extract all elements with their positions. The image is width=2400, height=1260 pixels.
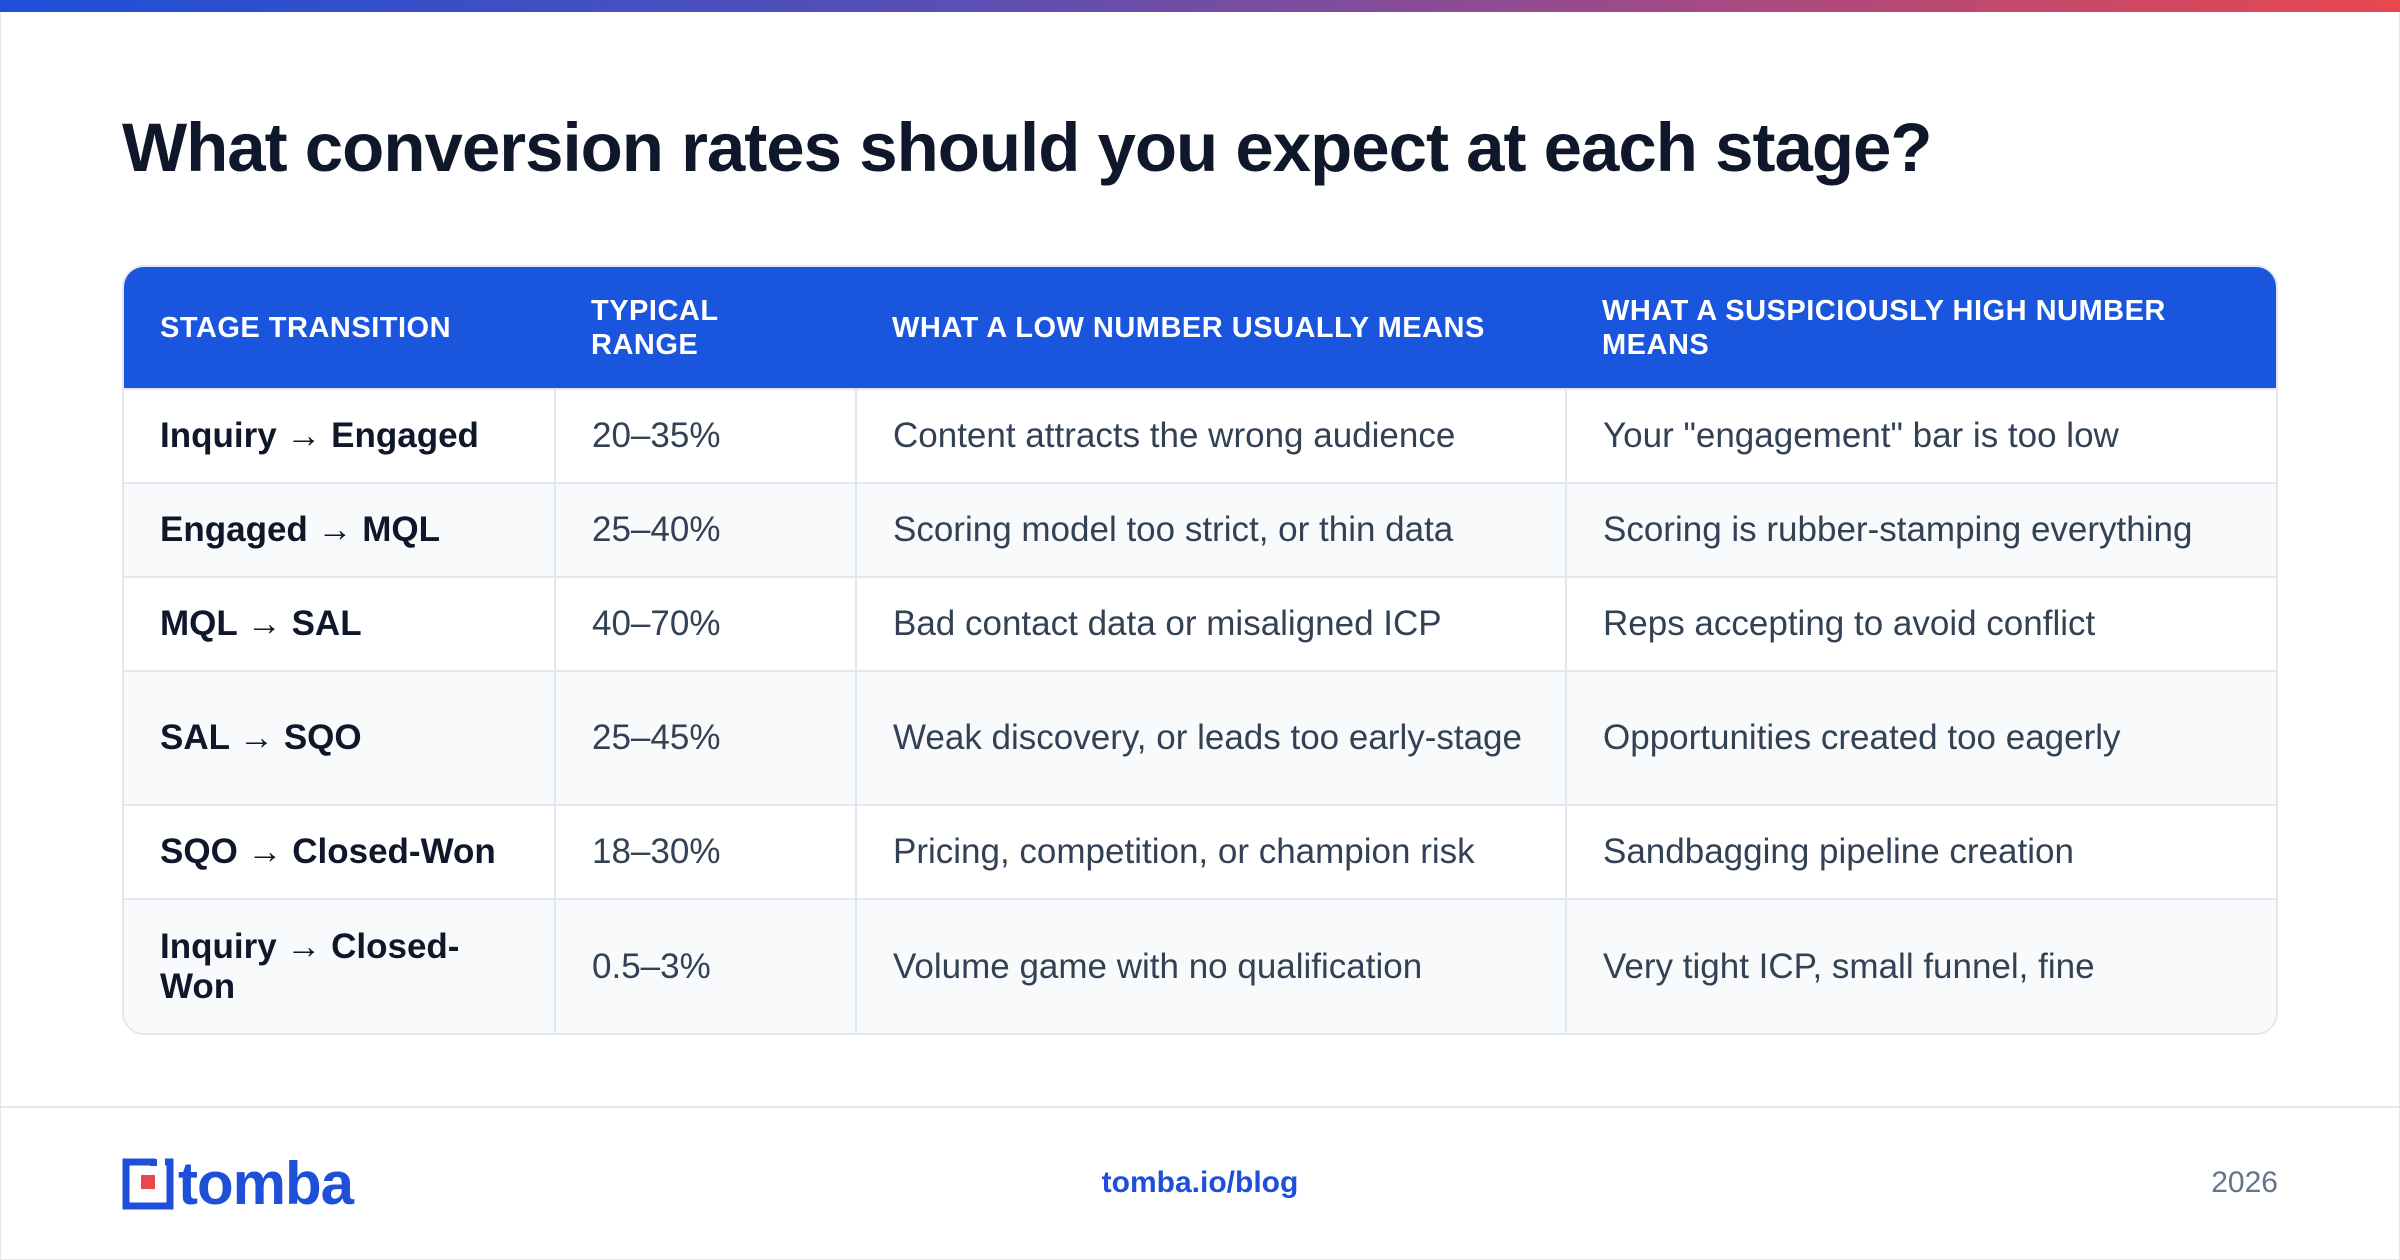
cell-stage: Engaged → MQL <box>160 510 440 549</box>
cell-stage: SQO → Closed-Won <box>160 832 496 871</box>
cell-low-meaning: Pricing, competition, or champion risk <box>855 805 1566 899</box>
cell-stage: Inquiry → Engaged <box>160 416 479 455</box>
cell-range: 20–35% <box>554 389 856 483</box>
table-row: Inquiry → Closed-Won 0.5–3% Volume game … <box>124 899 2276 1033</box>
header-high-number-meaning: WHAT A SUSPICIOUSLY HIGH NUMBER MEANS <box>1602 294 2166 361</box>
tomba-logo-text: tomba <box>178 1150 354 1217</box>
cell-range: 40–70% <box>554 577 856 671</box>
cell-stage: SAL → SQO <box>160 718 362 757</box>
cell-low-meaning: Volume game with no qualification <box>855 899 1566 1033</box>
table-row: Inquiry → Engaged 20–35% Content attract… <box>124 389 2276 483</box>
table-row: MQL → SAL 40–70% Bad contact data or mis… <box>124 577 2276 671</box>
footer-divider <box>0 1106 2400 1108</box>
cell-low-meaning: Content attracts the wrong audience <box>855 389 1566 483</box>
cell-high-meaning: Your "engagement" bar is too low <box>1565 389 2276 483</box>
conversion-rates-table: STAGE TRANSITION TYPICAL RANGE WHAT A LO… <box>122 265 2278 1035</box>
cell-high-meaning: Scoring is rubber-stamping everything <box>1565 483 2276 577</box>
page-title: What conversion rates should you expect … <box>122 109 1933 186</box>
header-typical-range: TYPICAL RANGE <box>591 294 719 361</box>
cell-low-meaning: Scoring model too strict, or thin data <box>855 483 1566 577</box>
cell-low-meaning: Weak discovery, or leads too early-stage <box>855 671 1566 805</box>
cell-high-meaning: Very tight ICP, small funnel, fine <box>1565 899 2276 1033</box>
cell-low-meaning: Bad contact data or misaligned ICP <box>855 577 1566 671</box>
table-row: SQO → Closed-Won 18–30% Pricing, competi… <box>124 805 2276 899</box>
cell-range: 25–40% <box>554 483 856 577</box>
cell-high-meaning: Sandbagging pipeline creation <box>1565 805 2276 899</box>
cell-high-meaning: Opportunities created too eagerly <box>1565 671 2276 805</box>
cell-range: 0.5–3% <box>554 899 856 1033</box>
table-row: Engaged → MQL 25–40% Scoring model too s… <box>124 483 2276 577</box>
header-stage-transition: STAGE TRANSITION <box>160 311 452 344</box>
cell-stage: Inquiry → Closed-Won <box>160 926 460 1006</box>
tomba-logo-mark-icon <box>122 1158 174 1210</box>
cell-range: 25–45% <box>554 671 856 805</box>
cell-stage: MQL → SAL <box>160 604 362 643</box>
cell-range: 18–30% <box>554 805 856 899</box>
top-gradient-bar <box>0 0 2400 12</box>
blog-link[interactable]: tomba.io/blog <box>1101 1166 1299 1199</box>
cell-high-meaning: Reps accepting to avoid conflict <box>1565 577 2276 671</box>
table-header-row: STAGE TRANSITION TYPICAL RANGE WHAT A LO… <box>124 267 2276 389</box>
tomba-logo[interactable]: tomba <box>122 1150 354 1217</box>
header-low-number-meaning: WHAT A LOW NUMBER USUALLY MEANS <box>892 311 1485 344</box>
footer-year: 2026 <box>2211 1166 2278 1199</box>
table-row: SAL → SQO 25–45% Weak discovery, or lead… <box>124 671 2276 805</box>
